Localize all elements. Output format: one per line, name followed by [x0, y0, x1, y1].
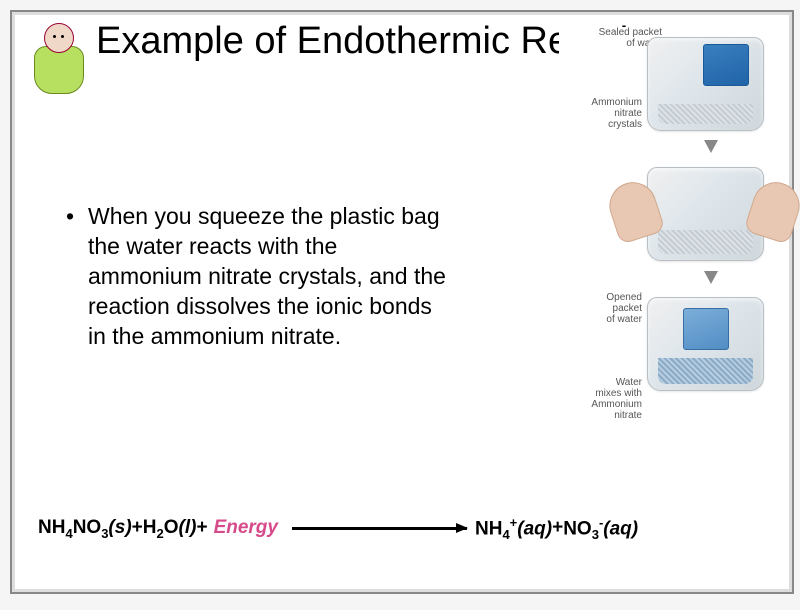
body-text-area: • When you squeeze the plastic bag the w… [66, 202, 446, 351]
bullet-text: When you squeeze the plastic bag the wat… [88, 202, 446, 351]
slide-frame: Example of Endothermic Reactions • When … [10, 10, 794, 594]
water-packet-open-icon [683, 308, 729, 350]
eq-plus: + [196, 517, 207, 539]
arrow-down-icon [704, 140, 718, 153]
pack-stage-3 [647, 297, 764, 391]
crystals-icon [658, 104, 753, 124]
reaction-arrow-icon [292, 527, 467, 530]
eq-product1: NH4+(aq) [475, 515, 552, 542]
cold-person-icon [22, 18, 92, 98]
label-opened-packet: Openedpacketof water [587, 292, 642, 325]
bullet-item: • When you squeeze the plastic bag the w… [66, 202, 446, 351]
eq-energy: Energy [214, 517, 278, 539]
label-water-mixes: Watermixes withAmmoniumnitrate [582, 377, 642, 421]
cold-pack-diagram: Sealed packetof water Ammoniumnitratecry… [559, 27, 784, 447]
crystals-mixed-icon [658, 358, 753, 384]
arrow-down-icon [704, 271, 718, 284]
eq-reactant2: H2O(l) [143, 517, 197, 541]
bullet-marker: • [66, 202, 88, 351]
label-ammonium-crystals: Ammoniumnitratecrystals [582, 97, 642, 130]
water-packet-icon [703, 44, 749, 86]
crystals-icon [658, 230, 753, 254]
pack-stage-2 [647, 167, 764, 261]
eq-product2: NO3-(aq) [563, 515, 638, 542]
eq-reactant1: NH4NO3(s) [38, 517, 132, 541]
eq-plus: + [132, 517, 143, 539]
pack-stage-1 [647, 37, 764, 131]
eq-plus: + [552, 517, 563, 539]
chemical-equation: NH4NO3(s) + H2O(l) + Energy NH4+(aq) + N… [38, 515, 768, 542]
